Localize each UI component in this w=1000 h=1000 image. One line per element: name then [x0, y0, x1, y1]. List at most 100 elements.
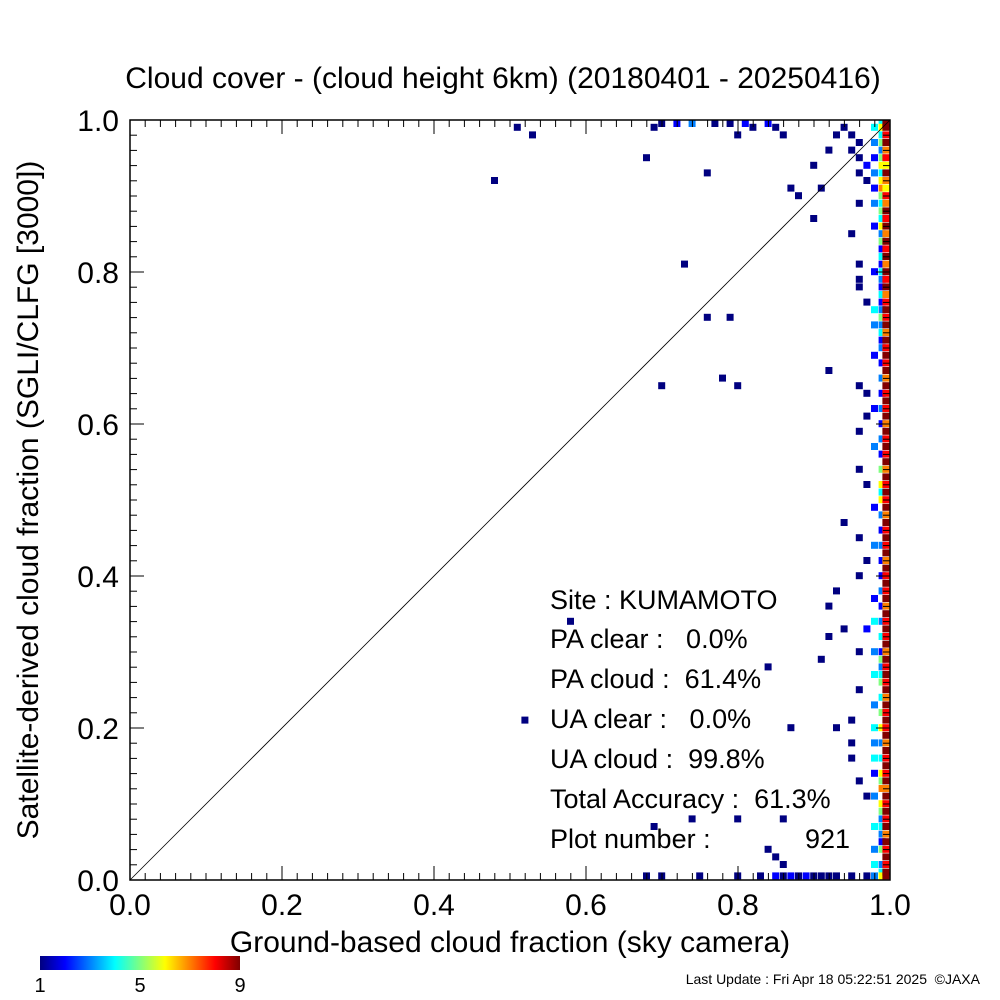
heatmap-cell — [878, 245, 886, 253]
heatmap-cell — [863, 298, 871, 306]
heatmap-cell — [878, 207, 886, 215]
heatmap-cell — [882, 458, 890, 466]
chart-title: Cloud cover - (cloud height 6km) (201804… — [125, 62, 880, 95]
heatmap-cell — [871, 184, 878, 192]
heatmap-cell — [878, 230, 886, 238]
heatmap-cell — [878, 587, 886, 595]
heatmap-cell — [726, 313, 734, 321]
heatmap-cell — [810, 161, 818, 169]
heatmap-cell — [882, 503, 890, 511]
heatmap-cell — [882, 260, 890, 268]
heatmap-cell — [882, 382, 890, 390]
heatmap-cell — [734, 815, 742, 823]
x-tick-label: 0.8 — [717, 889, 759, 922]
heatmap-cell — [882, 306, 890, 314]
heatmap-cell — [764, 845, 772, 853]
footer-copyright: ©JAXA — [935, 971, 981, 987]
y-tick-label: 1.0 — [77, 105, 119, 138]
heatmap-cell — [878, 709, 886, 716]
heatmap-cell — [878, 184, 886, 192]
heatmap-cell — [882, 595, 890, 602]
heatmap-cell — [840, 123, 848, 131]
heatmap-cell — [871, 268, 878, 276]
heatmap-cell — [882, 154, 890, 162]
heatmap-cell — [650, 823, 658, 830]
heatmap-cell — [871, 648, 878, 656]
heatmap-cell — [871, 405, 878, 412]
stats-pa-clear: PA clear : 0.0% — [550, 624, 748, 654]
heatmap-cell — [878, 617, 886, 625]
heatmap-cell — [878, 648, 886, 656]
heatmap-cell — [871, 769, 878, 777]
heatmap-cell — [719, 374, 726, 382]
heatmap-cell — [878, 693, 886, 701]
heatmap-cell — [882, 397, 890, 405]
heatmap-cell — [787, 184, 795, 192]
heatmap-cell — [878, 336, 886, 344]
heatmap-cell — [878, 435, 886, 443]
heatmap-cell — [878, 511, 886, 519]
heatmap-cell — [882, 792, 890, 800]
heatmap-cell — [855, 283, 863, 291]
heatmap-cell — [871, 541, 878, 549]
heatmap-cell — [810, 215, 818, 222]
heatmap-cell — [772, 872, 780, 880]
heatmap-cell — [871, 351, 878, 359]
heatmap-cell — [741, 120, 749, 127]
heatmap-cell — [795, 192, 802, 200]
heatmap-cell — [855, 169, 863, 177]
heatmap-cell — [882, 534, 890, 542]
heatmap-cell — [833, 131, 840, 139]
heatmap-cell — [757, 872, 764, 880]
heatmap-cell — [658, 382, 666, 390]
heatmap-cell — [871, 671, 878, 678]
heatmap-cell — [779, 815, 787, 823]
heatmap-cell — [882, 351, 890, 359]
heatmap-cell — [871, 861, 878, 868]
heatmap-cell — [882, 762, 890, 770]
heatmap-cell — [855, 199, 863, 207]
heatmap-cell — [882, 245, 890, 253]
heatmap-cell — [863, 792, 871, 800]
heatmap-cell — [878, 131, 886, 139]
heatmap-cell — [878, 777, 886, 785]
heatmap-cell — [871, 306, 878, 314]
heatmap-cell — [882, 625, 890, 633]
heatmap-cell — [681, 260, 688, 268]
heatmap-cell — [882, 291, 890, 298]
heatmap-cell — [871, 845, 878, 853]
heatmap-cell — [878, 260, 886, 268]
heatmap-cell — [825, 633, 833, 640]
heatmap-cell — [855, 154, 863, 162]
heatmap-cell — [878, 237, 886, 245]
heatmap-cell — [521, 716, 529, 724]
heatmap-cell — [878, 306, 886, 314]
heatmap-cell — [878, 192, 886, 200]
heatmap-cell — [855, 465, 863, 473]
heatmap-cell — [878, 633, 886, 640]
heatmap-cell — [878, 754, 886, 762]
heatmap-cell — [863, 412, 871, 420]
heatmap-cell — [882, 139, 890, 146]
heatmap-cell — [871, 123, 878, 131]
heatmap-cell — [878, 739, 886, 747]
heatmap-cell — [878, 199, 886, 207]
y-axis-ticks: 0.0 0.2 0.4 0.6 0.8 1.0 — [77, 105, 119, 898]
heatmap-cell — [863, 625, 871, 633]
heatmap-cell — [848, 872, 856, 880]
y-tick-label: 0.8 — [77, 257, 119, 290]
heatmap-cell — [882, 123, 890, 131]
heatmap-cell — [863, 872, 871, 880]
heatmap-cell — [871, 154, 878, 162]
heatmap-cell — [882, 120, 890, 127]
heatmap-cell — [703, 313, 711, 321]
heatmap-cell — [882, 412, 890, 420]
heatmap-cell — [833, 724, 840, 732]
heatmap-cell — [882, 747, 890, 754]
heatmap-cell — [878, 663, 886, 671]
stats-plot-number-value: 921 — [805, 824, 850, 854]
heatmap-cell — [848, 716, 856, 724]
heatmap-cell — [882, 199, 890, 207]
heatmap-cell — [871, 739, 878, 747]
heatmap-cell — [817, 655, 825, 663]
